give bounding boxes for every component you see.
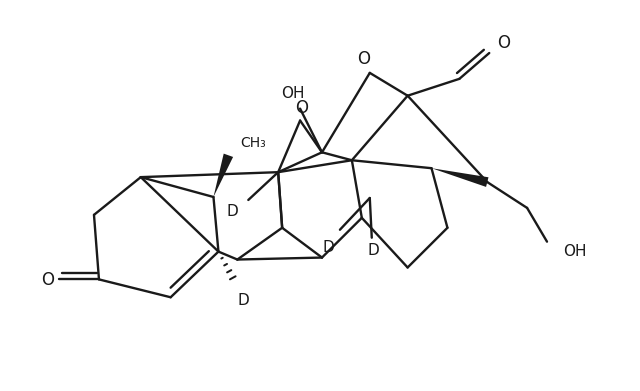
Text: D: D [368, 243, 380, 258]
Text: O: O [41, 271, 54, 289]
Text: OH: OH [563, 244, 587, 259]
Text: D: D [237, 293, 249, 308]
Text: CH₃: CH₃ [241, 136, 266, 151]
Text: O: O [497, 34, 509, 52]
Polygon shape [214, 154, 233, 197]
Text: D: D [227, 204, 238, 219]
Text: O: O [296, 99, 308, 117]
Text: D: D [322, 240, 334, 255]
Polygon shape [431, 168, 488, 187]
Text: O: O [357, 50, 371, 68]
Text: OH: OH [282, 86, 305, 101]
